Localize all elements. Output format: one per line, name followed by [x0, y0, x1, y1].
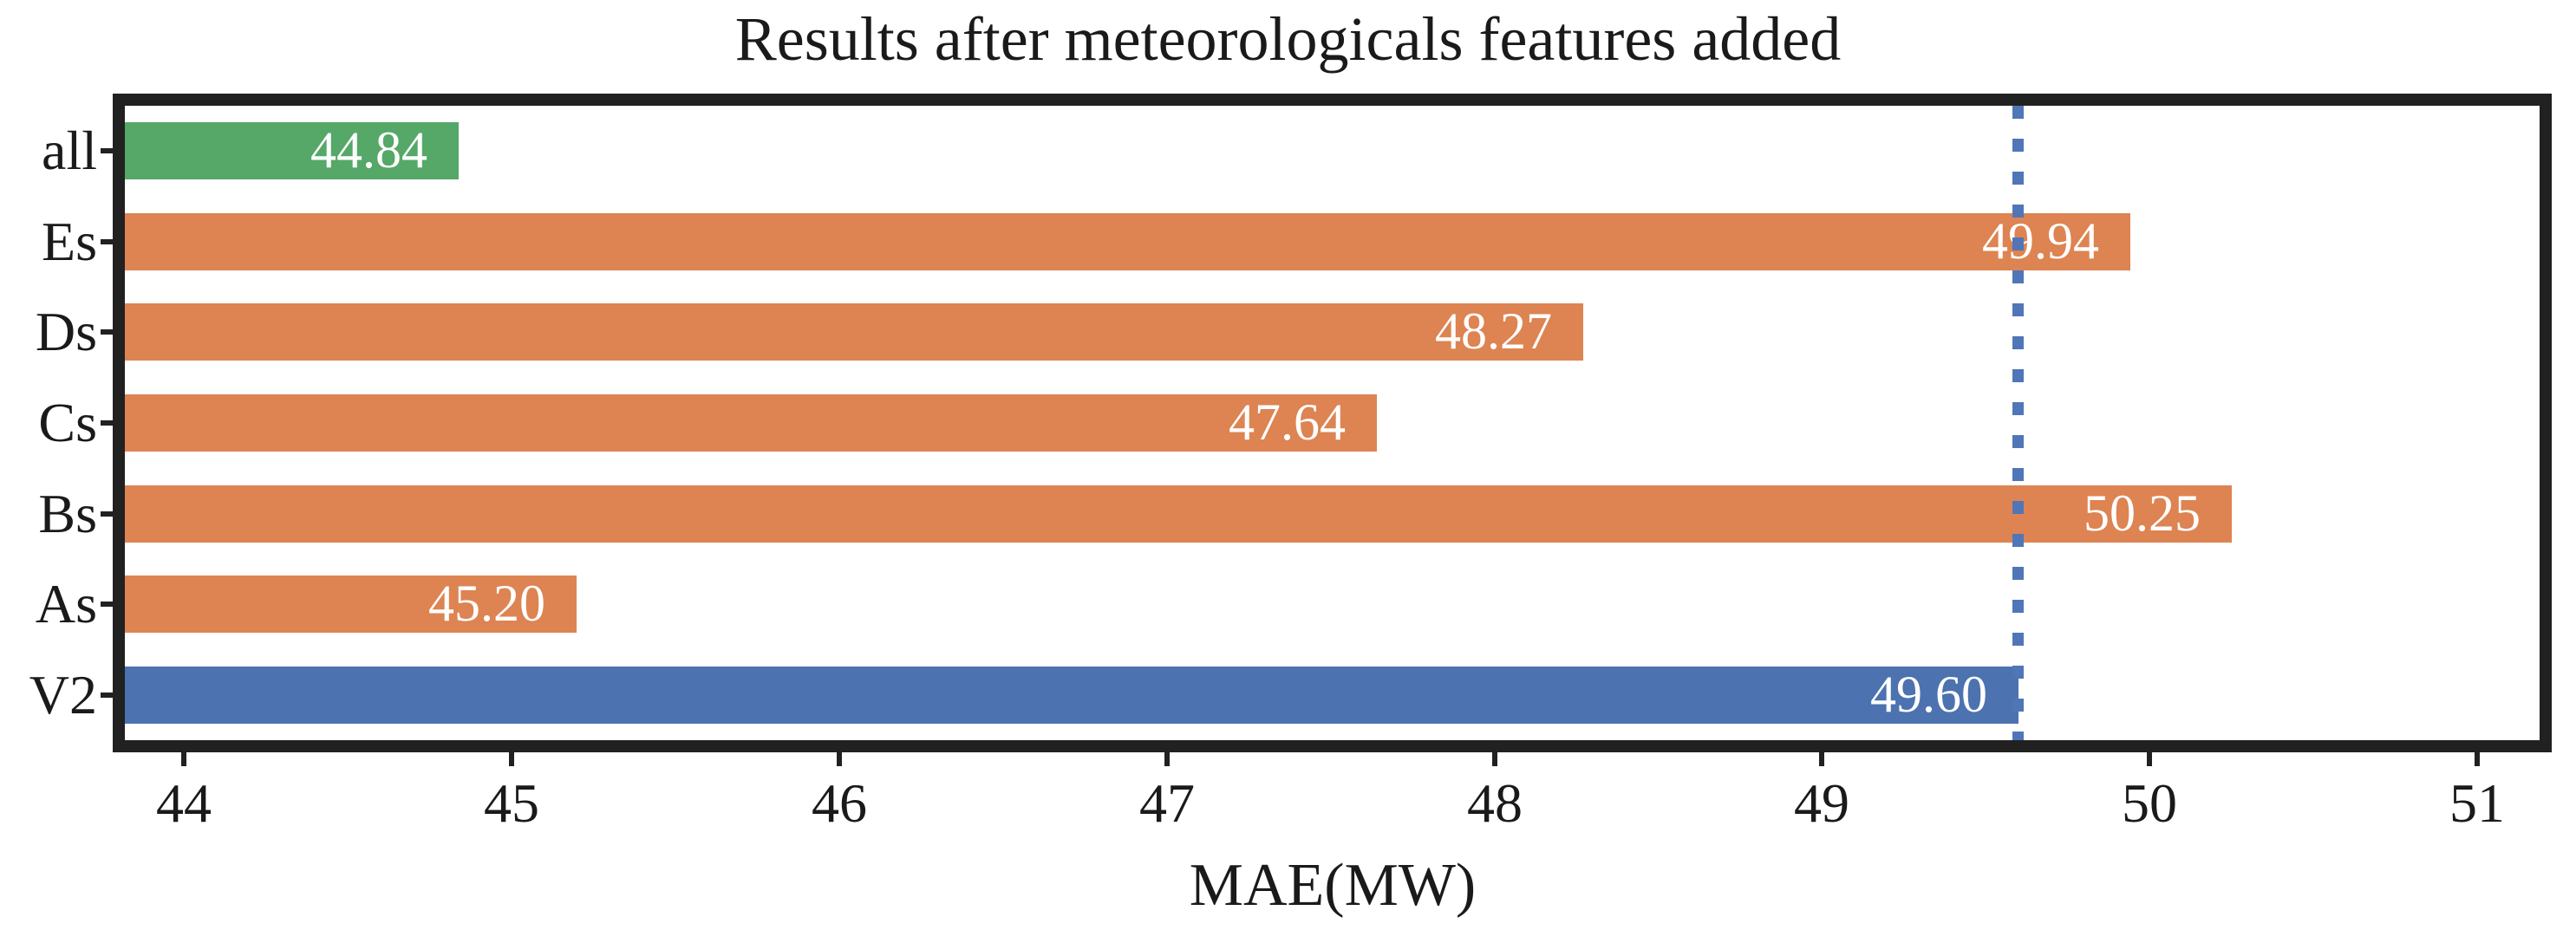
- bar-value-label: 44.84: [310, 121, 427, 179]
- bar-V2: [125, 667, 2018, 724]
- x-axis-label: MAE(MW): [1189, 852, 1477, 919]
- bar-value-label: 49.94: [1982, 212, 2099, 270]
- x-tick: [2147, 752, 2152, 766]
- bar-value-label: 45.20: [428, 575, 545, 632]
- x-tick-label: 48: [1467, 772, 1523, 834]
- category-label-As: As: [35, 573, 97, 634]
- x-tick-label: 47: [1139, 772, 1195, 834]
- plot-area: 44.84 49.94 48.27 47.64 50.25 45.20 49.60: [113, 94, 2552, 752]
- x-tick: [1164, 752, 1170, 766]
- x-tick-label: 45: [484, 772, 539, 834]
- x-tick: [2475, 752, 2480, 766]
- y-tick: [101, 148, 113, 153]
- x-tick: [181, 752, 186, 766]
- reference-line: [2012, 106, 2024, 740]
- bar-As: [125, 576, 577, 633]
- category-label-V2: V2: [29, 664, 97, 725]
- y-tick: [101, 329, 113, 335]
- bar-value-label: 47.64: [1229, 393, 1346, 451]
- y-tick: [101, 602, 113, 607]
- y-tick: [101, 511, 113, 517]
- bar-Es: [125, 213, 2130, 270]
- bar-Cs: [125, 394, 1377, 452]
- x-tick: [1492, 752, 1497, 766]
- bar-all: [125, 122, 459, 179]
- y-tick: [101, 239, 113, 244]
- x-tick-label: 44: [156, 772, 212, 834]
- bar-value-label: 48.27: [1435, 302, 1552, 360]
- y-tick: [101, 420, 113, 426]
- bar-Ds: [125, 303, 1583, 361]
- x-tick: [509, 752, 514, 766]
- bar-Bs: [125, 485, 2232, 543]
- bar-value-label: 49.60: [1870, 666, 1987, 723]
- x-tick-label: 46: [812, 772, 867, 834]
- category-label-all: all: [42, 120, 97, 181]
- category-label-Es: Es: [42, 211, 97, 272]
- category-label-Bs: Bs: [38, 483, 97, 544]
- x-tick: [1819, 752, 1824, 766]
- chart-title: Results after meteorologicals features a…: [734, 4, 1842, 74]
- bar-value-label: 50.25: [2084, 485, 2201, 542]
- x-tick-label: 49: [1794, 772, 1849, 834]
- x-tick-label: 51: [2449, 772, 2505, 834]
- x-tick: [837, 752, 842, 766]
- x-tick-label: 50: [2122, 772, 2177, 834]
- y-tick: [101, 693, 113, 698]
- category-label-Ds: Ds: [35, 301, 97, 362]
- category-label-Cs: Cs: [38, 392, 97, 453]
